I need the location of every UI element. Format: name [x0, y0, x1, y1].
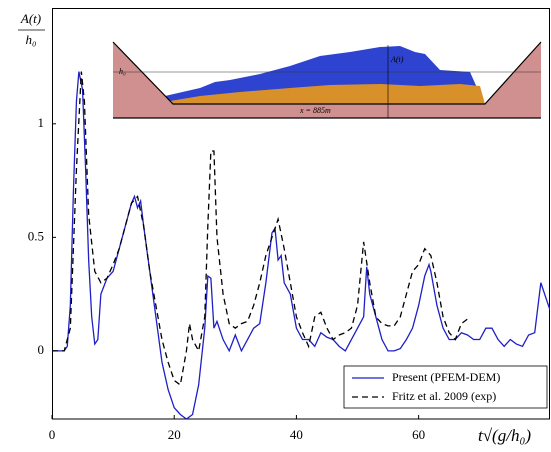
series-line [52, 71, 468, 387]
x-tick-label: 40 [290, 427, 303, 442]
legend-box [343, 365, 548, 409]
inset-terrain [113, 42, 541, 118]
x-tick-label: 60 [412, 427, 425, 442]
x-tick-label: 20 [168, 427, 181, 442]
inset-label: x = 885m [299, 106, 331, 115]
legend: Present (PFEM-DEM) Fritz et al. 2009 (exp… [343, 365, 548, 409]
plot-lines [52, 71, 550, 419]
inset-label: h₀ [119, 67, 126, 76]
legend-label: Fritz et al. 2009 (exp) [392, 389, 496, 403]
y-tick-label: 1 [38, 115, 45, 130]
plot-frame [52, 8, 550, 420]
y-label-numerator: A(t) [20, 11, 41, 26]
inset-label: A(t) [390, 55, 404, 64]
legend-label: Present (PFEM-DEM) [392, 370, 500, 384]
inset-diagram: h₀ A(t) x = 885m [112, 41, 542, 119]
y-label-denominator: h₀ [25, 32, 36, 47]
y-tick-label: 0.5 [28, 228, 44, 243]
inset-sediment [170, 84, 485, 104]
inset-profile [112, 41, 542, 105]
x-tick-label: 0 [49, 427, 56, 442]
y-tick-label: 0 [38, 342, 45, 357]
x-label: t√(g/h₀) [478, 426, 531, 445]
